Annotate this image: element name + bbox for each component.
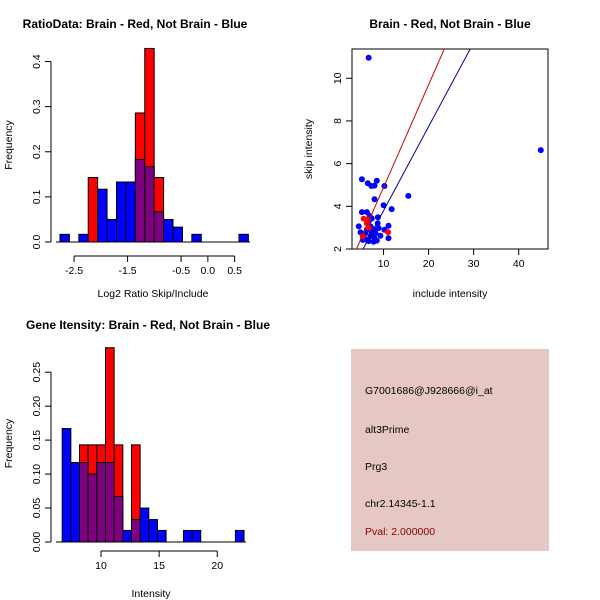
y-axis-label: skip intensity bbox=[303, 118, 315, 179]
bar-not-brain bbox=[125, 181, 136, 243]
y-tick-label: 0.05 bbox=[31, 498, 43, 519]
point-not-brain bbox=[370, 238, 377, 245]
x-tick-label: -1.5 bbox=[119, 265, 137, 277]
y-tick-label: 0.1 bbox=[31, 189, 43, 204]
y-tick-label: 2 bbox=[332, 246, 344, 252]
chart-1: Brain - Red, Not Brain - Blue include int… bbox=[303, 17, 549, 300]
bar-overlap bbox=[153, 211, 165, 243]
y-tick-label: 8 bbox=[332, 118, 344, 124]
bar-not-brain bbox=[156, 529, 167, 543]
bar-not-brain bbox=[97, 188, 108, 243]
bar-overlap bbox=[113, 495, 124, 543]
bar-not-brain bbox=[163, 218, 174, 243]
point-not-brain bbox=[537, 147, 544, 154]
bar-not-brain bbox=[61, 428, 72, 543]
y-tick-label: 0.4 bbox=[31, 54, 43, 69]
x-tick-label: 0.0 bbox=[201, 265, 216, 277]
x-axis-label: Intensity bbox=[131, 588, 171, 600]
chart-title: Gene Itensity: Brain - Red, Not Brain - … bbox=[26, 318, 270, 332]
chart-2: Gene Itensity: Brain - Red, Not Brain - … bbox=[3, 318, 270, 600]
point-not-brain bbox=[380, 202, 387, 209]
point-not-brain bbox=[371, 196, 378, 203]
info-panel: G7001686@J928666@i_at alt3Prime Prg3 chr… bbox=[351, 349, 549, 551]
point-brain bbox=[365, 224, 372, 231]
point-not-brain bbox=[371, 234, 378, 241]
bar-not-brain bbox=[172, 226, 183, 243]
x-axis-label: include intensity bbox=[413, 288, 488, 300]
chart-title: RatioData: Brain - Red, Not Brain - Blue bbox=[23, 17, 248, 31]
bar-not-brain bbox=[106, 218, 117, 243]
point-not-brain bbox=[385, 222, 392, 229]
y-axis-label: Frequency bbox=[3, 418, 15, 468]
point-brain bbox=[385, 229, 392, 236]
bar-overlap bbox=[144, 166, 155, 243]
point-not-brain bbox=[375, 225, 382, 232]
fit-line-brain bbox=[355, 49, 445, 249]
point-not-brain bbox=[358, 209, 365, 216]
plot-box bbox=[351, 48, 549, 250]
bar-not-brain bbox=[122, 529, 132, 543]
location: chr2.14345-1.1 bbox=[365, 498, 436, 510]
point-not-brain bbox=[355, 223, 362, 230]
x-axis-label: Log2 Ratio Skip/Include bbox=[98, 288, 209, 300]
x-tick-label: 0.5 bbox=[227, 265, 242, 277]
bar-not-brain bbox=[234, 529, 245, 543]
x-tick-label: 10 bbox=[95, 560, 107, 572]
y-tick-label: 6 bbox=[332, 161, 344, 167]
point-not-brain bbox=[373, 177, 380, 184]
gene-name: Prg3 bbox=[365, 461, 388, 473]
x-tick-label: 20 bbox=[211, 560, 223, 572]
x-tick-label: 15 bbox=[153, 560, 165, 572]
bar-brain bbox=[87, 176, 99, 243]
x-tick-label: 40 bbox=[513, 258, 525, 270]
bar-not-brain bbox=[182, 529, 193, 543]
bar-not-brain bbox=[148, 519, 158, 543]
bar-overlap bbox=[104, 462, 115, 543]
y-tick-label: 0.0 bbox=[31, 235, 43, 250]
chart-0: RatioData: Brain - Red, Not Brain - Blue… bbox=[3, 17, 250, 300]
bar-overlap bbox=[87, 473, 98, 543]
fit-line-not-brain bbox=[362, 49, 471, 249]
bar-not-brain bbox=[115, 181, 127, 243]
y-tick-label: 0.00 bbox=[31, 532, 43, 553]
point-not-brain bbox=[358, 176, 365, 183]
bar-not-brain bbox=[191, 529, 202, 543]
point-not-brain bbox=[371, 182, 378, 189]
bar-not-brain bbox=[78, 233, 89, 243]
event-type: alt3Prime bbox=[365, 424, 410, 436]
y-tick-label: 0.20 bbox=[31, 396, 43, 417]
bar-overlap bbox=[134, 158, 146, 243]
x-tick-label: -2.5 bbox=[65, 265, 83, 277]
point-not-brain bbox=[377, 232, 384, 239]
x-tick-label: -0.5 bbox=[172, 265, 190, 277]
point-not-brain bbox=[405, 192, 412, 199]
point-not-brain bbox=[385, 235, 392, 242]
bar-overlap bbox=[96, 462, 106, 543]
bar-not-brain bbox=[59, 233, 70, 243]
x-tick-label: 30 bbox=[468, 258, 480, 270]
y-axis-label: Frequency bbox=[3, 119, 15, 169]
y-tick-label: 0.2 bbox=[31, 144, 43, 159]
y-tick-label: 0.10 bbox=[31, 464, 43, 485]
bar-overlap bbox=[79, 462, 89, 543]
point-not-brain bbox=[365, 54, 372, 61]
chart-title: Brain - Red, Not Brain - Blue bbox=[369, 17, 531, 31]
y-tick-label: 0.15 bbox=[31, 430, 43, 451]
bar-overlap bbox=[130, 519, 141, 543]
x-tick-label: 20 bbox=[423, 258, 435, 270]
probe-id: G7001686@J928666@i_at bbox=[365, 385, 493, 397]
y-tick-label: 0.3 bbox=[31, 99, 43, 114]
x-tick-label: 10 bbox=[378, 258, 390, 270]
y-tick-label: 4 bbox=[332, 203, 344, 209]
bar-not-brain bbox=[191, 233, 202, 243]
point-not-brain bbox=[388, 206, 395, 213]
y-tick-label: 0.25 bbox=[31, 362, 43, 383]
bar-not-brain bbox=[139, 507, 150, 543]
y-tick-label: 10 bbox=[332, 72, 344, 84]
pval: Pval: 2.000000 bbox=[365, 526, 436, 538]
bar-not-brain bbox=[238, 233, 249, 243]
bar-not-brain bbox=[70, 462, 81, 543]
